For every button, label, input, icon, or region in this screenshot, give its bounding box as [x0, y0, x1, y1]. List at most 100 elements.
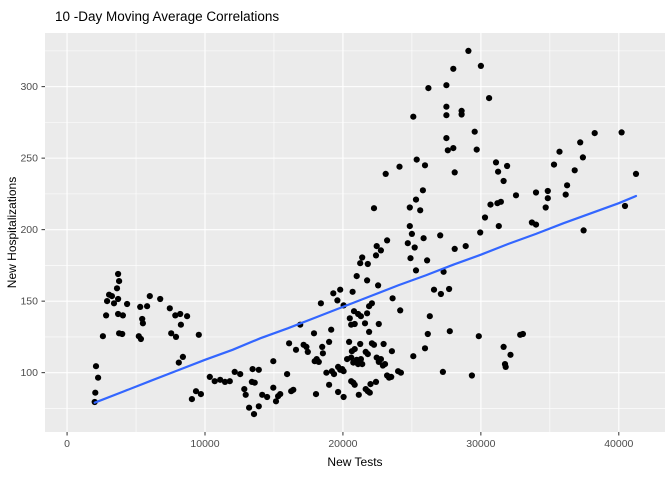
data-point: [197, 391, 204, 398]
data-point: [95, 374, 102, 381]
data-point: [357, 340, 364, 348]
data-point: [550, 161, 558, 168]
data-point: [370, 205, 378, 212]
data-point: [412, 196, 420, 203]
plot-panel: [45, 33, 665, 432]
data-point: [377, 356, 384, 363]
data-point: [286, 340, 293, 347]
data-points: [91, 47, 640, 418]
data-point: [241, 386, 248, 393]
data-point: [439, 368, 446, 375]
data-point: [571, 167, 578, 174]
data-point: [465, 47, 472, 55]
data-point: [481, 214, 489, 221]
data-point: [544, 187, 551, 195]
data-point: [443, 135, 450, 142]
smooth-line: [93, 194, 638, 404]
data-point: [443, 103, 450, 110]
data-point: [137, 303, 144, 310]
data-point: [351, 381, 358, 388]
data-point: [443, 82, 450, 89]
data-point: [119, 330, 126, 338]
data-point: [370, 341, 378, 348]
data-point: [419, 187, 426, 194]
data-point: [115, 310, 122, 318]
data-point: [519, 330, 527, 338]
data-point: [426, 313, 433, 320]
data-point: [437, 290, 444, 298]
data-point: [471, 128, 478, 135]
data-point: [446, 285, 453, 293]
data-point: [211, 378, 218, 385]
data-point: [475, 333, 482, 340]
data-point: [319, 343, 326, 350]
data-point: [303, 343, 310, 350]
data-point: [364, 310, 371, 317]
data-point: [382, 170, 389, 177]
data-point: [495, 168, 502, 175]
data-point: [364, 277, 371, 284]
data-point: [184, 313, 191, 320]
data-point: [357, 260, 364, 267]
data-point: [366, 389, 373, 396]
data-point: [337, 286, 344, 293]
data-point: [340, 393, 347, 401]
data-point: [451, 169, 458, 176]
grid-lines: [45, 33, 665, 432]
data-point: [119, 312, 126, 319]
data-point: [259, 391, 266, 398]
data-point: [144, 303, 151, 310]
axis-ticks: [41, 86, 620, 436]
data-point: [292, 346, 300, 353]
data-point: [468, 372, 475, 379]
data-point: [424, 330, 431, 338]
x-tick-label: 20000: [328, 438, 357, 450]
data-point: [361, 320, 369, 327]
data-point: [108, 293, 115, 300]
data-point: [424, 257, 431, 264]
data-point: [104, 298, 111, 305]
data-point: [451, 245, 458, 252]
data-point: [632, 170, 640, 177]
data-point: [440, 268, 447, 275]
data-point: [99, 333, 106, 340]
data-point: [406, 204, 413, 211]
data-point: [407, 255, 414, 262]
data-point: [487, 201, 494, 208]
data-point: [357, 313, 364, 320]
data-point: [310, 330, 318, 337]
x-tick-label: 40000: [604, 438, 633, 450]
data-point: [375, 282, 382, 289]
data-point: [477, 229, 484, 236]
data-point: [443, 112, 450, 119]
y-tick-label: 150: [20, 296, 38, 308]
data-point: [410, 353, 417, 360]
data-point: [397, 369, 404, 376]
data-point: [381, 361, 389, 368]
data-point: [312, 391, 320, 398]
data-point: [375, 320, 382, 328]
data-point: [315, 358, 322, 365]
data-point: [577, 139, 584, 146]
data-point: [355, 391, 362, 398]
data-point: [364, 260, 371, 268]
data-point: [512, 192, 520, 199]
data-point: [175, 359, 182, 366]
data-point: [500, 177, 507, 185]
data-point: [255, 366, 262, 373]
data-point: [272, 398, 280, 405]
data-point: [195, 331, 202, 338]
x-tick-label: 10000: [190, 438, 219, 450]
data-point: [250, 411, 258, 418]
data-point: [351, 320, 358, 328]
data-point: [411, 244, 418, 251]
data-point: [450, 65, 457, 72]
data-point: [349, 288, 356, 295]
data-point: [177, 310, 184, 318]
data-point: [179, 353, 186, 360]
data-point: [421, 162, 429, 169]
data-point: [330, 371, 338, 378]
data-point: [319, 350, 326, 357]
data-point: [255, 403, 262, 410]
data-point: [326, 381, 333, 388]
